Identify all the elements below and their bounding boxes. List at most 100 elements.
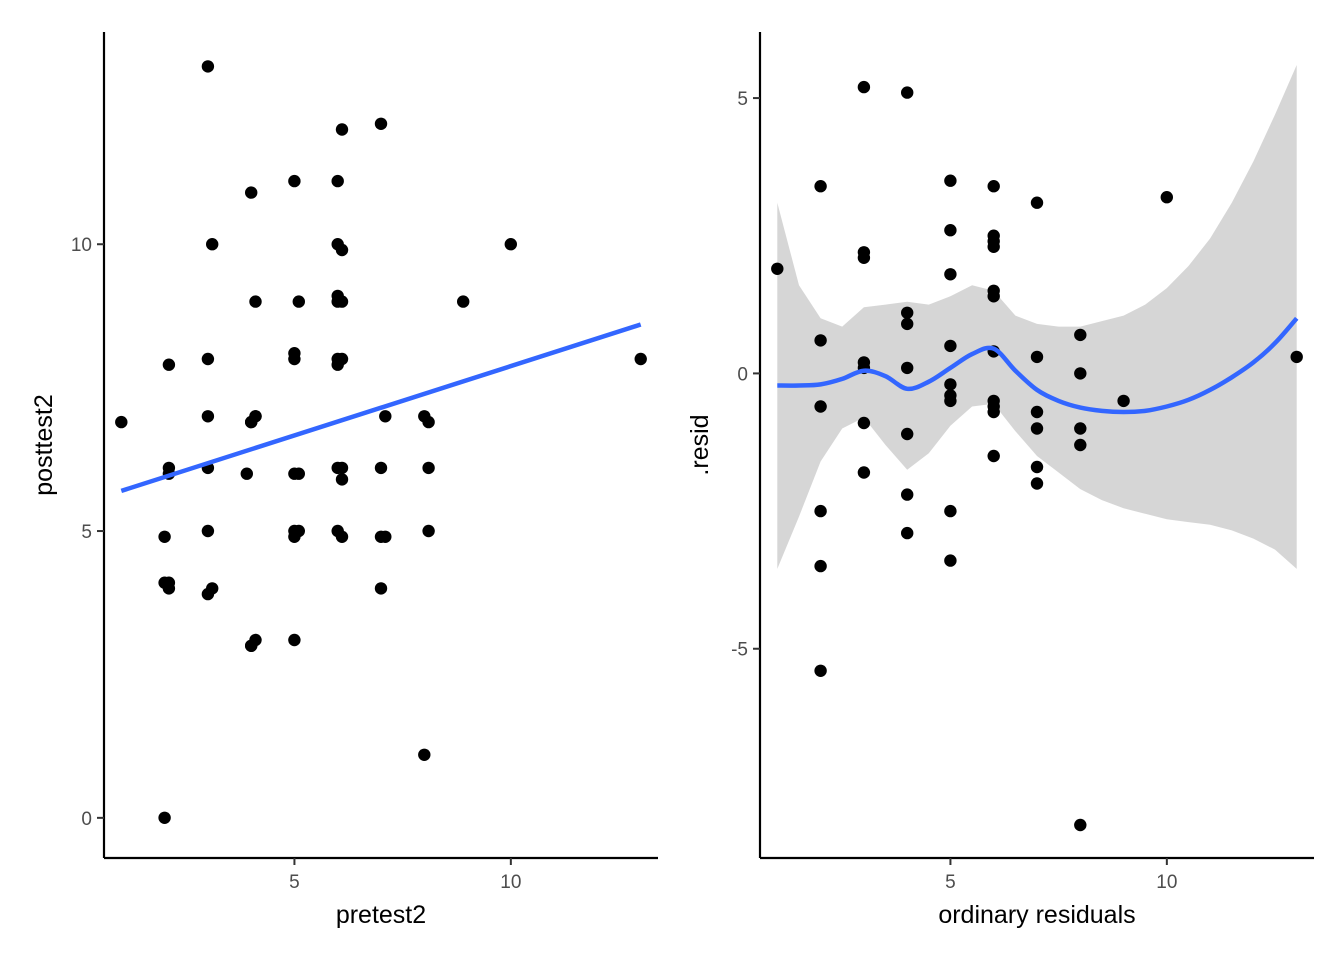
left-data-point-37 <box>331 174 344 188</box>
left-data-point-57 <box>374 582 388 595</box>
right-data-point-15 <box>901 306 914 319</box>
right-data-point-2 <box>814 334 827 347</box>
left-x-tick-label-1: 10 <box>500 872 521 893</box>
left-data-point-36 <box>292 295 305 308</box>
right-data-point-6 <box>814 664 827 677</box>
right-data-point-27 <box>944 394 957 408</box>
left-data-point-63 <box>457 295 470 308</box>
right-x-axis-title: ordinary residuals <box>938 901 1135 929</box>
left-data-point-5 <box>162 582 176 595</box>
left-data-point-9 <box>201 60 215 73</box>
right-data-point-22 <box>944 224 957 237</box>
left-data-point-29 <box>288 352 301 366</box>
left-data-point-60 <box>422 461 435 475</box>
left-data-point-54 <box>374 461 388 475</box>
left-data-point-2 <box>158 530 171 543</box>
left-data-point-45 <box>331 358 344 371</box>
right-data-point-54 <box>1290 350 1303 364</box>
right-data-point-0 <box>771 262 784 275</box>
right-residual-panel: 5 10 -5 0 5 ordinary residuals .resid <box>686 32 1314 929</box>
left-data-point-11 <box>201 410 215 423</box>
right-x-tick-label-0: 5 <box>945 872 956 893</box>
right-data-point-17 <box>901 361 914 375</box>
right-data-point-7 <box>857 80 871 94</box>
right-data-point-12 <box>857 416 871 430</box>
right-data-point-14 <box>901 86 914 99</box>
right-data-point-13 <box>857 466 871 479</box>
right-data-point-47 <box>1074 328 1087 342</box>
right-data-point-3 <box>814 400 827 413</box>
right-data-point-51 <box>1074 818 1087 832</box>
left-data-point-48 <box>335 473 349 486</box>
right-data-point-39 <box>987 405 1000 419</box>
left-data-point-34 <box>288 530 301 543</box>
right-y-tick-label-1: 0 <box>737 364 748 385</box>
right-data-point-52 <box>1117 394 1130 408</box>
left-data-point-51 <box>335 123 349 136</box>
right-data-point-35 <box>987 290 1000 303</box>
right-data-point-4 <box>814 504 827 518</box>
right-x-tick-label-1: 10 <box>1156 872 1177 893</box>
left-data-point-20 <box>249 410 262 423</box>
left-data-point-50 <box>335 530 349 543</box>
left-data-point-47 <box>335 461 349 475</box>
left-data-point-15 <box>206 582 219 595</box>
right-y-tick-label-0: -5 <box>731 640 748 661</box>
right-data-point-45 <box>1030 460 1044 474</box>
left-data-point-26 <box>245 186 258 199</box>
right-data-point-53 <box>1160 191 1174 204</box>
right-y-axis-title: .resid <box>686 414 714 475</box>
left-y-tick-label-0: 0 <box>81 809 92 830</box>
right-data-point-49 <box>1074 422 1087 435</box>
left-data-point-39 <box>335 243 349 257</box>
left-y-axis-title: posttest2 <box>30 394 58 495</box>
left-data-point-25 <box>249 295 262 308</box>
left-data-point-10 <box>201 352 215 366</box>
right-data-point-33 <box>987 240 1000 253</box>
right-y-tick-label-2: 5 <box>737 89 748 110</box>
right-data-point-19 <box>901 488 914 501</box>
left-data-point-24 <box>249 633 262 647</box>
left-data-point-53 <box>379 410 392 423</box>
right-data-point-50 <box>1074 438 1087 452</box>
right-data-point-16 <box>901 317 914 331</box>
right-data-point-9 <box>857 251 871 264</box>
right-data-point-28 <box>944 504 957 518</box>
left-data-point-1 <box>158 811 171 824</box>
left-data-point-65 <box>634 352 647 366</box>
right-data-point-42 <box>1030 350 1044 364</box>
right-data-point-21 <box>944 174 957 187</box>
right-data-point-41 <box>1030 196 1044 209</box>
left-data-point-27 <box>288 174 301 188</box>
left-data-point-61 <box>422 524 435 538</box>
left-data-point-56 <box>379 530 392 543</box>
right-data-point-48 <box>1074 367 1087 380</box>
left-data-point-0 <box>115 415 128 429</box>
left-regression-line <box>120 322 642 494</box>
left-y-tick-label-2: 10 <box>71 235 92 256</box>
left-x-axis-title: pretest2 <box>336 901 426 929</box>
left-data-point-42 <box>331 295 344 308</box>
left-data-point-52 <box>374 117 388 130</box>
left-x-tick-label-0: 5 <box>289 872 300 893</box>
right-data-point-29 <box>944 554 957 567</box>
right-confidence-band <box>777 65 1297 569</box>
right-data-point-40 <box>987 449 1000 463</box>
right-data-point-30 <box>987 180 1000 193</box>
left-data-point-59 <box>422 415 435 429</box>
right-data-point-5 <box>814 559 827 573</box>
left-data-point-64 <box>504 238 517 251</box>
left-data-point-8 <box>162 358 176 371</box>
right-data-point-20 <box>901 526 914 540</box>
left-points <box>115 60 647 824</box>
right-data-point-18 <box>901 427 914 441</box>
right-points <box>771 80 1303 832</box>
left-scatter-panel: 5 10 0 5 10 pretest2 posttest2 <box>30 32 658 929</box>
right-data-point-25 <box>944 378 957 391</box>
left-data-point-31 <box>292 467 305 480</box>
left-data-point-13 <box>201 524 215 538</box>
left-data-point-16 <box>206 238 219 251</box>
left-data-point-62 <box>418 748 431 761</box>
left-data-point-35 <box>288 633 301 647</box>
